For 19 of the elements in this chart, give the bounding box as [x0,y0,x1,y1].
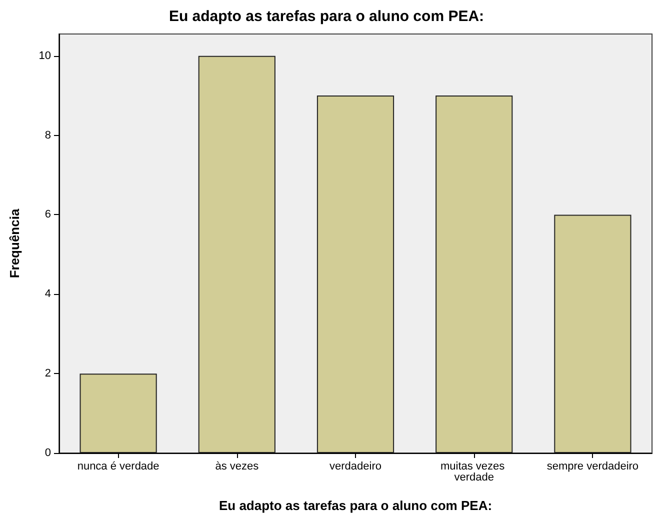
x-tick-label: verdadeiro [330,460,382,472]
y-tick-label: 8 [44,129,51,142]
bar [80,374,157,453]
bar [198,56,276,453]
x-tick-label: nunca é verdade [77,460,160,472]
y-tick-label: 6 [44,208,51,221]
y-axis-title: Frequência [7,208,22,278]
y-tick-label: 2 [44,368,51,380]
y-tick-label: 10 [38,50,51,62]
x-tick-label: às vezes [215,460,260,472]
x-tick-label: sempre verdadeiro [546,460,639,472]
chart-title: Eu adapto as tarefas para o aluno com PEA: [168,8,484,25]
y-tick-label: 4 [44,288,51,300]
x-tick-label: muitas vezes verdade [440,460,508,484]
y-tick-label: 0 [44,447,51,459]
bar [436,96,513,453]
bar [316,96,394,453]
x-axis-title: Eu adapto as tarefas para o aluno com PEA: [218,498,492,513]
bar [554,214,632,453]
